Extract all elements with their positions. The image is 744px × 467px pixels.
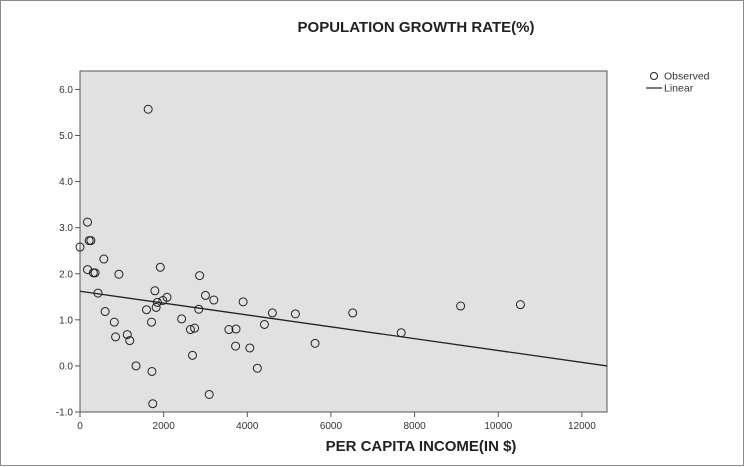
observed-point (86, 236, 96, 246)
observed-point (267, 308, 277, 318)
y-tick-label: 3.0 (59, 223, 73, 234)
x-axis: 0 2000 4000 6000 8000 10000 12000 (77, 412, 596, 432)
x-tick-label: 2000 (153, 421, 176, 432)
x-tick-label: 8000 (403, 421, 426, 432)
observed-point (131, 361, 141, 371)
observed-point (259, 319, 269, 329)
x-axis-title: PER CAPITA INCOME(IN $) (325, 438, 517, 455)
observed-point (148, 399, 158, 409)
observed-point (231, 341, 241, 351)
y-tick-label: 5.0 (59, 131, 73, 142)
observed-point (147, 366, 157, 376)
chart-title: POPULATION GROWTH RATE(%) (297, 19, 535, 36)
observed-point (125, 336, 135, 346)
y-tick-label: 4.0 (59, 177, 73, 188)
observed-point (142, 305, 152, 315)
observed-point (195, 271, 205, 281)
observed-point (151, 302, 161, 312)
x-tick-label: 12000 (568, 421, 596, 432)
y-tick-label: 0.0 (59, 361, 73, 372)
observed-point (515, 300, 525, 310)
legend-label: Linear (664, 83, 694, 95)
observed-point (122, 330, 132, 340)
legend-circle-swatch (650, 72, 658, 80)
x-tick-label: 0 (77, 421, 83, 432)
observed-point (177, 314, 187, 324)
observed-point (456, 301, 466, 311)
observed-point (100, 307, 110, 317)
observed-point (188, 350, 198, 360)
observed-point (310, 338, 320, 348)
observed-point (109, 317, 119, 327)
observed-point (75, 242, 85, 252)
y-axis: -1.0 0.0 1.0 2.0 3.0 4.0 5.0 6.0 (56, 85, 80, 419)
observed-point (155, 262, 165, 272)
y-tick-label: 2.0 (59, 269, 73, 280)
observed-point (83, 217, 93, 227)
observed-point (150, 286, 160, 296)
x-tick-label: 6000 (320, 421, 343, 432)
plot-area (79, 70, 608, 413)
observed-point (143, 104, 153, 114)
observed-point (190, 323, 200, 333)
observed-point (204, 389, 214, 399)
linear-fit-line (79, 290, 608, 367)
observed-point (111, 332, 121, 342)
observed-point (231, 324, 241, 334)
x-tick-label: 10000 (484, 421, 512, 432)
series-layer (75, 104, 608, 409)
observed-point (209, 295, 219, 305)
observed-point (238, 297, 248, 307)
observed-point (290, 309, 300, 319)
y-tick-label: 6.0 (59, 85, 73, 96)
observed-point (90, 268, 100, 278)
observed-point (348, 308, 358, 318)
observed-point (99, 254, 109, 264)
observed-point (185, 325, 195, 335)
observed-point (224, 325, 234, 335)
y-tick-label: -1.0 (56, 408, 74, 419)
observed-point (245, 343, 255, 353)
observed-point (114, 269, 124, 279)
y-tick-label: 1.0 (59, 315, 73, 326)
legend-label: Observed (664, 71, 710, 83)
observed-point (162, 292, 172, 302)
observed-point (252, 363, 262, 373)
observed-point (147, 317, 157, 327)
x-tick-label: 4000 (236, 421, 259, 432)
observed-point (200, 290, 210, 300)
